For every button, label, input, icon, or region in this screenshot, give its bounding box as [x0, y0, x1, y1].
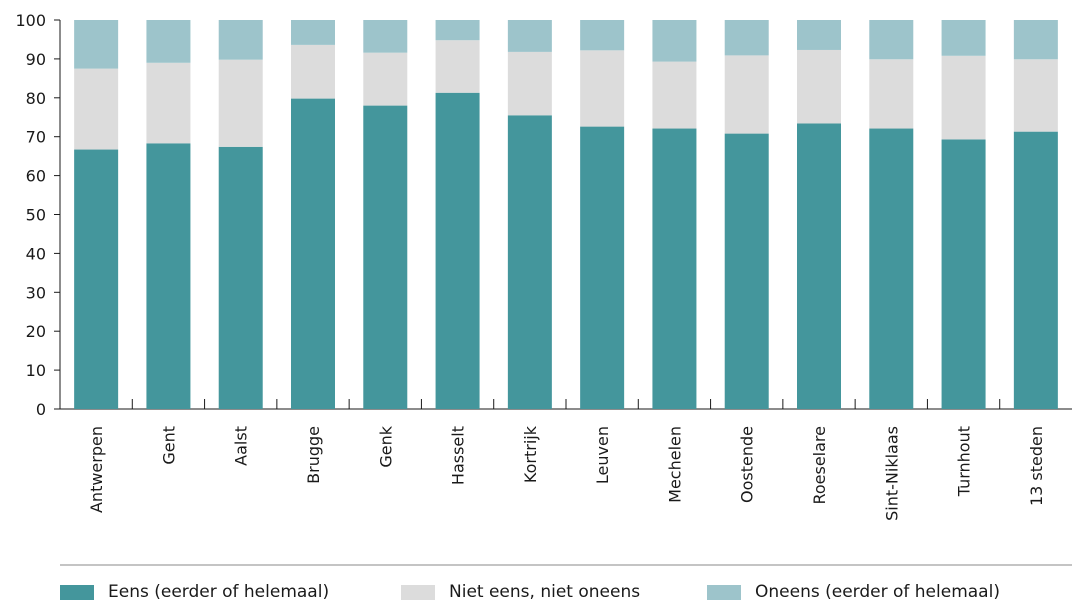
y-tick-label: 70: [26, 128, 46, 147]
legend-label-neutraal: Niet eens, niet oneens: [449, 582, 641, 602]
legend-swatch-eens: [60, 584, 94, 600]
bar-eens-eerder-of-helemaal-antwerpen: [74, 149, 119, 410]
legend-item-eens: Eens (eerder of helemaal): [60, 582, 329, 602]
bar-niet-eens-niet-oneens-turnhout: [941, 55, 986, 140]
x-tick-label-mechelen: Mechelen: [665, 426, 684, 503]
bar-oneens-eerder-of-helemaal-aalst: [218, 20, 263, 60]
bar-oneens-eerder-of-helemaal-gent: [146, 20, 191, 63]
bar-niet-eens-niet-oneens-genk: [363, 52, 408, 106]
x-tick-label-genk: Genk: [376, 425, 395, 467]
bar-niet-eens-niet-oneens-aalst: [218, 59, 263, 147]
bar-eens-eerder-of-helemaal-hasselt: [435, 92, 480, 410]
y-tick-label: 40: [26, 244, 46, 263]
y-tick-label: 20: [26, 322, 46, 341]
bar-niet-eens-niet-oneens-leuven: [580, 50, 625, 127]
bar-oneens-eerder-of-helemaal-antwerpen: [74, 20, 119, 69]
bar-oneens-eerder-of-helemaal-brugge: [291, 20, 335, 45]
legend-swatch-oneens: [707, 584, 741, 600]
bar-niet-eens-niet-oneens-hasselt: [435, 40, 480, 93]
legend-item-neutraal: Niet eens, niet oneens: [401, 582, 640, 602]
x-tick-label-oostende: Oostende: [738, 426, 757, 503]
bar-oneens-eerder-of-helemaal-turnhout: [941, 20, 986, 56]
legend-item-oneens: Oneens (eerder of helemaal): [707, 582, 1000, 602]
bar-oneens-eerder-of-helemaal-genk: [363, 20, 408, 53]
legend: Eens (eerder of helemaal) Niet eens, nie…: [0, 582, 1085, 606]
bar-niet-eens-niet-oneens-mechelen: [652, 61, 697, 129]
bar-eens-eerder-of-helemaal-13-steden: [1013, 131, 1058, 409]
bar-niet-eens-niet-oneens-oostende: [724, 55, 769, 134]
x-tick-label-sint-niklaas: Sint-Niklaas: [882, 426, 901, 521]
legend-label-eens: Eens (eerder of helemaal): [108, 582, 330, 602]
bar-oneens-eerder-of-helemaal-kortrijk: [507, 20, 552, 52]
y-tick-label: 10: [26, 361, 46, 380]
y-tick-label: 0: [36, 400, 46, 419]
x-tick-label-kortrijk: Kortrijk: [521, 425, 540, 483]
bar-oneens-eerder-of-helemaal-13-steden: [1013, 20, 1058, 60]
bar-niet-eens-niet-oneens-antwerpen: [74, 68, 119, 150]
bar-niet-eens-niet-oneens-gent: [146, 62, 191, 144]
x-tick-label-hasselt: Hasselt: [449, 426, 468, 485]
y-tick-label: 80: [26, 89, 46, 108]
bar-eens-eerder-of-helemaal-roeselare: [797, 123, 841, 409]
bar-oneens-eerder-of-helemaal-roeselare: [797, 20, 841, 50]
x-tick-label-antwerpen: Antwerpen: [87, 426, 106, 513]
bar-niet-eens-niet-oneens-kortrijk: [507, 51, 552, 116]
x-tick-label-turnhout: Turnhout: [955, 426, 974, 497]
bar-oneens-eerder-of-helemaal-mechelen: [652, 20, 697, 62]
x-tick-label-aalst: Aalst: [232, 426, 251, 466]
bar-niet-eens-niet-oneens-sint-niklaas: [869, 59, 914, 129]
bar-eens-eerder-of-helemaal-sint-niklaas: [869, 128, 914, 409]
x-tick-label-13-steden: 13 steden: [1027, 426, 1046, 506]
bar-niet-eens-niet-oneens-roeselare: [797, 49, 841, 124]
legend-swatch-neutraal: [401, 584, 435, 600]
bar-oneens-eerder-of-helemaal-sint-niklaas: [869, 20, 914, 60]
y-tick-label: 30: [26, 283, 46, 302]
bar-eens-eerder-of-helemaal-mechelen: [652, 128, 697, 409]
y-tick-label: 100: [15, 11, 46, 30]
x-tick-label-leuven: Leuven: [593, 426, 612, 484]
x-tick-label-gent: Gent: [159, 426, 178, 465]
bar-eens-eerder-of-helemaal-genk: [363, 105, 408, 409]
bar-eens-eerder-of-helemaal-kortrijk: [507, 115, 552, 410]
bar-oneens-eerder-of-helemaal-oostende: [724, 20, 769, 56]
bar-eens-eerder-of-helemaal-leuven: [580, 126, 625, 409]
x-tick-label-roeselare: Roeselare: [810, 426, 829, 505]
y-tick-label: 90: [26, 50, 46, 69]
bar-niet-eens-niet-oneens-brugge: [291, 44, 335, 99]
legend-label-oneens: Oneens (eerder of helemaal): [755, 582, 1000, 602]
bar-eens-eerder-of-helemaal-brugge: [291, 98, 335, 409]
bar-eens-eerder-of-helemaal-gent: [146, 143, 191, 410]
bar-eens-eerder-of-helemaal-aalst: [218, 146, 263, 409]
y-tick-label: 60: [26, 167, 46, 186]
bar-oneens-eerder-of-helemaal-leuven: [580, 20, 625, 51]
x-tick-label-brugge: Brugge: [304, 426, 323, 484]
y-tick-label: 50: [26, 206, 46, 225]
bar-eens-eerder-of-helemaal-turnhout: [941, 139, 986, 409]
bar-niet-eens-niet-oneens-13-steden: [1013, 59, 1058, 132]
bar-oneens-eerder-of-helemaal-hasselt: [435, 20, 480, 41]
bar-eens-eerder-of-helemaal-oostende: [724, 133, 769, 409]
